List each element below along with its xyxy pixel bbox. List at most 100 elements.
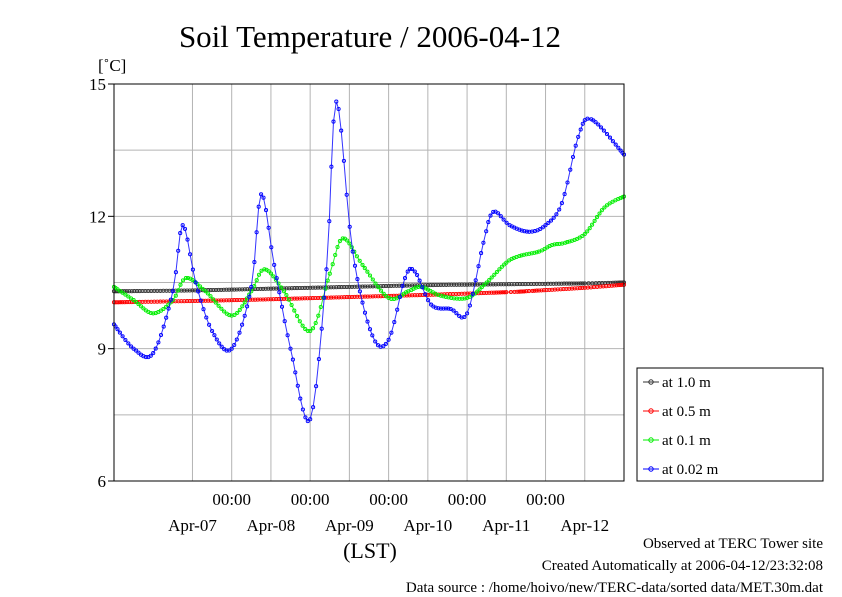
data-point — [601, 128, 606, 133]
data-point — [347, 295, 352, 300]
axis-tick-labels: 6 9 12 15 00:00 00:00 00:00 00:00 00:00 Apr-07 Apr… — [89, 75, 609, 535]
data-point — [441, 306, 446, 311]
data-point — [182, 226, 188, 231]
data-point — [276, 281, 281, 286]
y-tick-label: 12 — [89, 207, 106, 226]
data-point — [212, 333, 217, 338]
data-point — [355, 277, 360, 282]
data-point — [219, 287, 224, 292]
data-point — [263, 208, 269, 213]
data-point — [339, 295, 344, 300]
data-point — [234, 337, 239, 342]
data-point — [355, 294, 360, 299]
data-point — [116, 300, 121, 305]
data-point — [517, 253, 522, 259]
data-point — [282, 319, 287, 324]
data-point — [308, 296, 313, 301]
data-point — [347, 224, 352, 229]
data-point — [258, 297, 263, 302]
data-point — [207, 322, 212, 327]
legend-swatch-marker — [648, 408, 654, 414]
data-point — [292, 286, 297, 291]
data-point — [467, 303, 472, 308]
data-point — [381, 284, 386, 289]
data-point — [266, 269, 271, 274]
data-point — [596, 122, 601, 127]
data-point — [221, 298, 226, 303]
data-point — [552, 242, 557, 247]
data-point — [319, 326, 324, 331]
data-point — [297, 296, 302, 301]
data-point — [242, 313, 247, 318]
data-point — [136, 302, 141, 307]
data-point — [187, 299, 192, 304]
data-point — [237, 330, 242, 335]
data-point — [271, 297, 276, 302]
data-point — [303, 415, 308, 420]
data-point — [305, 285, 310, 290]
data-point — [370, 294, 375, 299]
data-point — [180, 278, 186, 283]
data-point — [527, 251, 532, 256]
data-point — [300, 323, 305, 328]
data-point — [123, 337, 128, 343]
data-point — [208, 288, 213, 293]
x-axis-label: (LST) — [343, 538, 397, 563]
data-point — [183, 276, 188, 281]
data-point — [300, 407, 305, 412]
data-point — [176, 288, 181, 293]
data-point — [315, 295, 321, 301]
data-point — [258, 286, 263, 291]
data-point — [559, 281, 564, 286]
data-point — [178, 282, 183, 287]
legend-entry-label: at 1.0 m — [662, 375, 711, 391]
plot-frame — [113, 83, 625, 482]
data-point — [327, 271, 332, 276]
data-point — [473, 278, 478, 283]
data-point — [386, 283, 391, 289]
data-point — [284, 286, 289, 291]
data-point — [530, 288, 535, 293]
data-point — [462, 314, 467, 320]
data-point — [200, 286, 205, 291]
data-point — [536, 288, 542, 293]
data-point — [297, 319, 302, 324]
data-point — [559, 201, 564, 206]
data-point — [475, 289, 480, 294]
data-point — [438, 282, 443, 287]
data-point — [325, 278, 330, 283]
data-point — [520, 289, 525, 294]
data-point — [336, 285, 341, 290]
data-point — [263, 297, 268, 302]
data-point — [616, 145, 621, 150]
data-point — [335, 244, 340, 250]
data-point — [618, 196, 623, 201]
data-point — [134, 348, 139, 353]
data-point — [407, 293, 412, 298]
data-point — [362, 266, 367, 271]
data-point — [381, 344, 386, 349]
data-point — [277, 290, 282, 295]
data-point — [391, 283, 396, 288]
data-point — [532, 288, 537, 293]
data-point — [614, 283, 619, 288]
data-point — [522, 229, 527, 234]
data-point — [219, 298, 224, 303]
data-point — [448, 306, 453, 312]
x-day-label: Apr-10 — [403, 516, 452, 535]
data-point — [489, 275, 494, 280]
data-point — [342, 295, 347, 300]
data-point — [334, 295, 339, 300]
data-point — [126, 341, 131, 346]
x-day-label: Apr-11 — [482, 516, 530, 535]
data-point — [609, 283, 614, 288]
data-point — [329, 285, 334, 290]
data-point — [329, 164, 334, 169]
data-point — [509, 282, 514, 287]
data-point — [539, 288, 544, 293]
data-point — [255, 297, 260, 302]
data-point — [580, 233, 585, 239]
data-point — [352, 263, 358, 268]
data-point — [266, 297, 271, 302]
data-point — [389, 283, 394, 288]
